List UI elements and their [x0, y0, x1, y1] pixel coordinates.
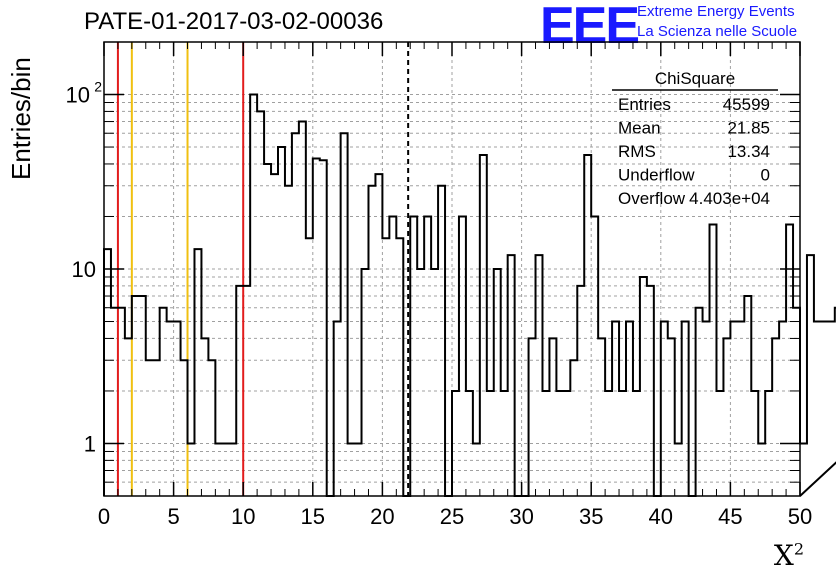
- x-tick-label: 50: [788, 504, 812, 529]
- stats-value: 21.85: [727, 119, 770, 138]
- stats-label: Overflow: [618, 189, 686, 208]
- stats-title: ChiSquare: [655, 69, 735, 88]
- x-tick-label: 30: [509, 504, 533, 529]
- x-tick-label: 35: [579, 504, 603, 529]
- x-tick-label: 20: [370, 504, 394, 529]
- stats-label: Entries: [618, 95, 671, 114]
- logo-line-2: La Scienza nelle Scuole: [637, 23, 798, 40]
- x-tick-label: 25: [440, 504, 464, 529]
- y-tick-label: 1: [84, 431, 96, 456]
- x-tick-label: 40: [649, 504, 673, 529]
- x-tick-label: 15: [301, 504, 325, 529]
- stats-value: 4.403e+04: [689, 189, 770, 208]
- histogram-series: [103, 93, 836, 497]
- y-tick-label: 10: [66, 83, 90, 108]
- chart-title: PATE-01-2017-03-02-00036: [84, 8, 384, 35]
- eee-logo: EEE: [540, 0, 640, 55]
- stats-box: ChiSquare Entries 45599 Mean 21.85 RMS 13.34 Un…: [612, 69, 778, 208]
- x-axis-label-sup: 2: [793, 539, 804, 559]
- x-axis-label: X2: [774, 539, 804, 572]
- x-tick-label: 0: [98, 504, 110, 529]
- stats-value: 0: [761, 166, 770, 185]
- x-axis-ticks: 0 5 10 15 20 25 30 35 40 45 50: [98, 42, 812, 529]
- x-tick-label: 5: [167, 504, 179, 529]
- y-tick-label: 10: [72, 257, 96, 282]
- stats-label: Mean: [618, 119, 661, 138]
- x-axis-label-main: X: [773, 539, 794, 572]
- y-tick-label-sup: 2: [94, 79, 102, 95]
- x-tick-label: 45: [718, 504, 742, 529]
- stats-label: RMS: [618, 142, 656, 161]
- logo-line-1: Extreme Energy Events: [637, 3, 795, 20]
- stats-value: 13.34: [727, 142, 770, 161]
- stats-value: 45599: [723, 95, 770, 114]
- x-tick-label: 10: [231, 504, 255, 529]
- stats-label: Underflow: [618, 166, 695, 185]
